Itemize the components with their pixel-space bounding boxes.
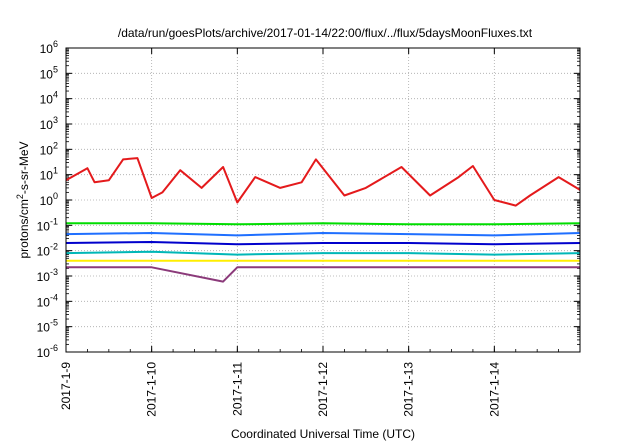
y-axis-label: protons/cm2-s-sr-MeV xyxy=(15,141,31,258)
y-tick-label: 103 xyxy=(40,115,58,132)
plot-frame xyxy=(65,47,581,353)
chart-title: /data/run/goesPlots/archive/2017-01-14/2… xyxy=(118,26,533,40)
series-line-6 xyxy=(66,266,580,283)
x-tick-label: 2017-1-11 xyxy=(230,362,244,416)
y-tick-label: 10-4 xyxy=(37,292,58,309)
x-tick-label: 2017-1-13 xyxy=(402,362,416,417)
series-line-4 xyxy=(65,250,581,256)
series-line-1 xyxy=(66,222,581,226)
y-axis-label-sup: 2 xyxy=(15,194,25,199)
y-tick-label: 10-2 xyxy=(37,242,58,259)
x-tick-label: 2017-1-9 xyxy=(59,362,73,410)
x-axis-label: Coordinated Universal Time (UTC) xyxy=(231,427,415,441)
x-tick-label: 2017-1-14 xyxy=(487,362,501,417)
y-tick-label: 10-1 xyxy=(37,216,58,233)
y-tick-label: 104 xyxy=(40,90,58,107)
series-line-3 xyxy=(65,241,581,246)
y-tick-label: 102 xyxy=(40,140,58,157)
y-tick-label: 10-6 xyxy=(37,343,58,360)
y-tick-label: 101 xyxy=(40,166,58,183)
x-tick-label: 2017-1-12 xyxy=(316,362,330,417)
series-layer xyxy=(65,157,581,283)
y-tick-label: 100 xyxy=(40,191,58,208)
y-axis-label-rest: -s-sr-MeV xyxy=(17,141,31,194)
y-tick-label: 105 xyxy=(40,64,58,81)
series-line-2 xyxy=(65,232,581,237)
y-axis-ticks: 10-6 10-5 10-4 10-3 10-2 10-1 100 101 102 103 104 1… xyxy=(37,39,580,360)
x-tick-label: 2017-1-10 xyxy=(145,362,159,417)
x-axis-ticks: 2017-1-9 2017-1-10 2017-1-11 2017-1-12 2017-… xyxy=(59,48,581,417)
y-tick-label: 10-3 xyxy=(37,267,58,284)
y-axis-label-main: protons/cm xyxy=(17,199,31,258)
grid xyxy=(66,48,580,352)
y-tick-label: 106 xyxy=(40,39,58,56)
y-tick-label: 10-5 xyxy=(37,318,58,335)
series-line-0 xyxy=(65,157,581,207)
